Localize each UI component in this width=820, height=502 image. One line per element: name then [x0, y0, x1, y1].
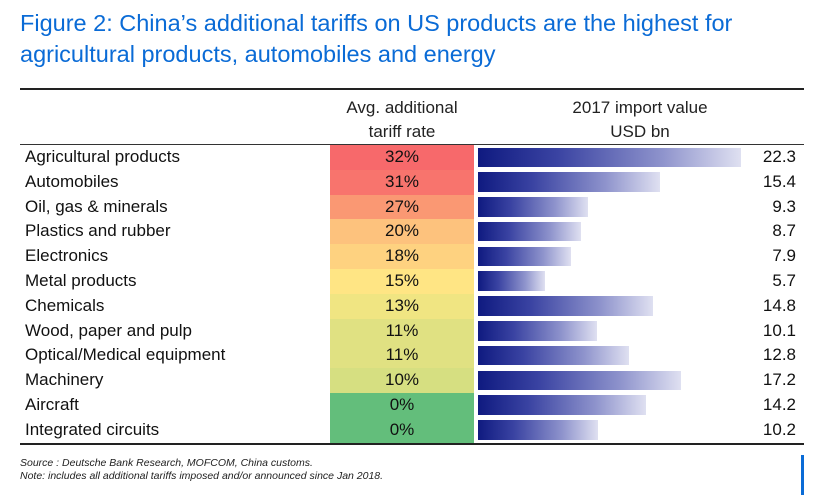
top-rule: [20, 88, 804, 90]
source-note: Source : Deutsche Bank Research, MOFCOM,…: [20, 457, 313, 469]
import-value-bar: [478, 221, 581, 242]
import-value-label: 14.8: [762, 295, 796, 315]
category-label: Aircraft: [25, 394, 79, 414]
import-value-label: 14.2: [762, 394, 796, 414]
category-label: Automobiles: [25, 171, 119, 191]
chart-title-line-2: agricultural products, automobiles and e…: [20, 41, 496, 67]
table-row: Wood, paper and pulp 11% 10.1: [0, 318, 820, 344]
tariff-rate-cell: 10%: [330, 368, 474, 393]
tariff-rate-column-header: Avg. additional tariff rate: [330, 96, 474, 144]
tariff-rate-cell: 31%: [330, 169, 474, 195]
import-value-bar: [478, 172, 660, 192]
table-body: Agricultural products 32% 22.3 Automobiles 3…: [0, 145, 820, 443]
chart-title-line-1: Figure 2: China’s additional tariffs on …: [20, 10, 733, 36]
category-label: Oil, gas & minerals: [25, 196, 168, 216]
tariff-rate-cell: 11%: [330, 318, 474, 344]
tariff-rate-cell: 18%: [330, 244, 474, 269]
import-value-label: 7.9: [772, 246, 796, 266]
category-label: Integrated circuits: [25, 419, 160, 439]
import-value-label: 10.1: [762, 320, 796, 340]
tariff-note: Note: includes all additional tariffs im…: [20, 470, 384, 482]
category-label: Agricultural products: [25, 147, 180, 166]
import-value-bar: [478, 296, 653, 316]
category-label: Wood, paper and pulp: [25, 320, 192, 340]
import-value-label: 17.2: [762, 370, 796, 390]
import-value-bar: [478, 420, 599, 440]
table-row: Chemicals 13% 14.8: [0, 293, 820, 319]
category-label: Machinery: [25, 370, 104, 390]
tariff-rate-cell: 13%: [330, 293, 474, 319]
import-value-label: 10.2: [762, 419, 796, 439]
table-row: Agricultural products 32% 22.3: [0, 145, 820, 170]
table-row: Metal products 15% 5.7: [0, 268, 820, 294]
import-value-label: 5.7: [772, 270, 796, 290]
import-value-bar: [478, 370, 681, 391]
table-row: Machinery 10% 17.2: [0, 368, 820, 393]
footnotes: Source : Deutsche Bank Research, MOFCOM,…: [20, 457, 383, 483]
chart-title: Figure 2: China’s additional tariffs on …: [20, 8, 810, 70]
import-value-header-line-2: USD bn: [610, 122, 670, 141]
import-value-label: 12.8: [762, 345, 796, 365]
header-rule: [20, 144, 804, 145]
category-label: Metal products: [25, 270, 137, 290]
table-row: Integrated circuits 0% 10.2: [0, 417, 820, 443]
import-value-label: 9.3: [772, 196, 796, 216]
category-label: Optical/Medical equipment: [25, 345, 226, 365]
table-row: Oil, gas & minerals 27% 9.3: [0, 194, 820, 220]
import-value-bar: [478, 271, 546, 291]
import-value-bar: [478, 147, 741, 167]
tariff-rate-cell: 11%: [330, 343, 474, 369]
bottom-rule: [20, 443, 804, 445]
table-row: Aircraft 0% 14.2: [0, 392, 820, 418]
category-label: Chemicals: [25, 295, 105, 315]
tariff-rate-cell: 0%: [330, 417, 474, 443]
import-value-label: 8.7: [772, 221, 796, 241]
import-value-label: 15.4: [762, 171, 796, 191]
import-value-bar: [478, 395, 646, 415]
import-value-header-line-1: 2017 import value: [572, 98, 708, 117]
import-value-bar: [478, 345, 629, 366]
tariff-rate-cell: 20%: [330, 219, 474, 245]
tariff-rate-header-line-1: Avg. additional: [346, 98, 458, 117]
tariff-rate-header-line-2: tariff rate: [368, 122, 436, 141]
accent-bar: [801, 455, 804, 495]
table-row: Automobiles 31% 15.4: [0, 169, 820, 195]
table-row: Optical/Medical equipment 11% 12.8: [0, 343, 820, 369]
import-value-column-header: 2017 import value USD bn: [540, 96, 740, 144]
import-value-bar: [478, 321, 598, 341]
table-row: Plastics and rubber 20% 8.7: [0, 219, 820, 245]
category-label: Plastics and rubber: [25, 221, 171, 241]
tariff-rate-cell: 27%: [330, 194, 474, 220]
tariff-rate-cell: 15%: [330, 268, 474, 294]
category-label: Electronics: [25, 246, 109, 266]
tariff-rate-cell: 0%: [330, 392, 474, 418]
tariff-rate-cell: 32%: [330, 145, 474, 170]
import-value-bar: [478, 197, 588, 217]
table-row: Electronics 18% 7.9: [0, 244, 820, 269]
import-value-label: 22.3: [762, 147, 796, 166]
import-value-bar: [478, 246, 572, 267]
